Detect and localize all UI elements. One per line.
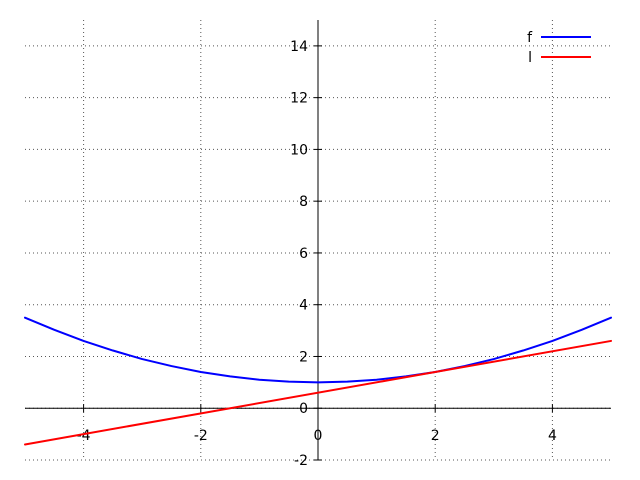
legend-label-l: l — [528, 50, 532, 66]
legend-label-f: f — [527, 30, 533, 46]
y-tick-label: 12 — [290, 91, 308, 107]
y-tick-label: 2 — [299, 349, 308, 365]
series-lines — [24, 316, 612, 446]
x-tick-label: -2 — [194, 428, 208, 444]
x-tick-label: -4 — [77, 428, 91, 444]
legend: fl — [527, 30, 591, 66]
series-line-f — [24, 316, 612, 384]
series-line-l — [24, 339, 612, 446]
y-tick-label: 14 — [290, 39, 308, 55]
x-tick-label: 2 — [431, 428, 440, 444]
x-tick-label: 0 — [314, 428, 323, 444]
y-tick-label: 0 — [299, 401, 308, 417]
y-tick-label: 6 — [299, 246, 308, 262]
axes: -4 -2 0 2 4 -2 0 2 4 6 8 10 12 14 — [25, 20, 611, 469]
y-tick-label: 4 — [299, 298, 308, 314]
x-tick-label: 4 — [548, 428, 557, 444]
y-tick-label: 8 — [299, 194, 308, 210]
y-tick-label: 10 — [290, 142, 308, 158]
y-tick-label: -2 — [294, 453, 308, 469]
